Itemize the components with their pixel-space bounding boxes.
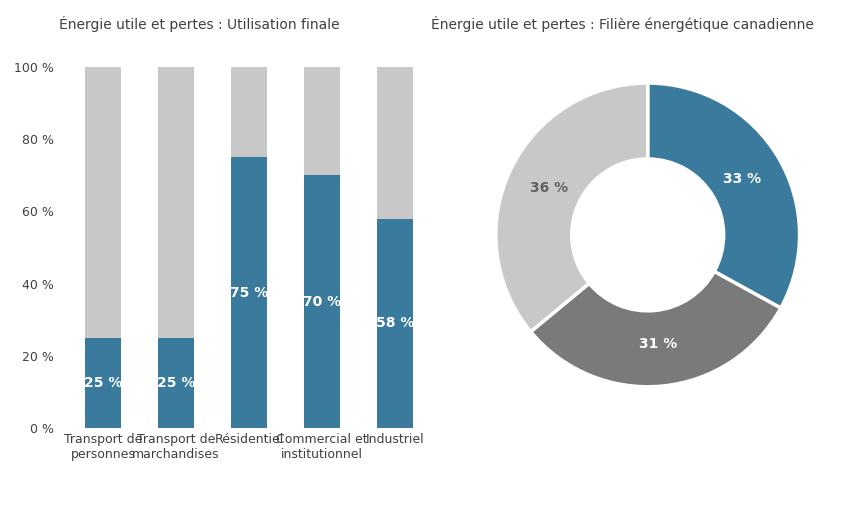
Bar — [231, 67, 267, 157]
Text: 75 %: 75 % — [230, 286, 268, 300]
Bar — [158, 67, 195, 338]
Bar — [376, 219, 414, 428]
Text: 58 %: 58 % — [376, 316, 415, 330]
Bar — [85, 67, 121, 338]
Bar — [158, 338, 195, 428]
Bar — [85, 338, 121, 428]
Text: 33 %: 33 % — [722, 172, 761, 186]
Text: 70 %: 70 % — [303, 295, 341, 309]
Wedge shape — [530, 271, 781, 387]
Text: 36 %: 36 % — [530, 181, 568, 195]
Bar — [231, 157, 267, 428]
Text: 25 %: 25 % — [84, 376, 122, 390]
Wedge shape — [648, 83, 799, 308]
Text: 25 %: 25 % — [157, 376, 195, 390]
Wedge shape — [496, 83, 648, 331]
Text: Énergie utile et pertes : Filière énergétique canadienne: Énergie utile et pertes : Filière énergé… — [431, 16, 815, 32]
Text: Énergie utile et pertes : Utilisation finale: Énergie utile et pertes : Utilisation fi… — [59, 16, 340, 32]
Bar — [376, 67, 414, 219]
Bar — [304, 67, 340, 175]
Text: 31 %: 31 % — [639, 337, 677, 351]
Bar — [304, 175, 340, 428]
